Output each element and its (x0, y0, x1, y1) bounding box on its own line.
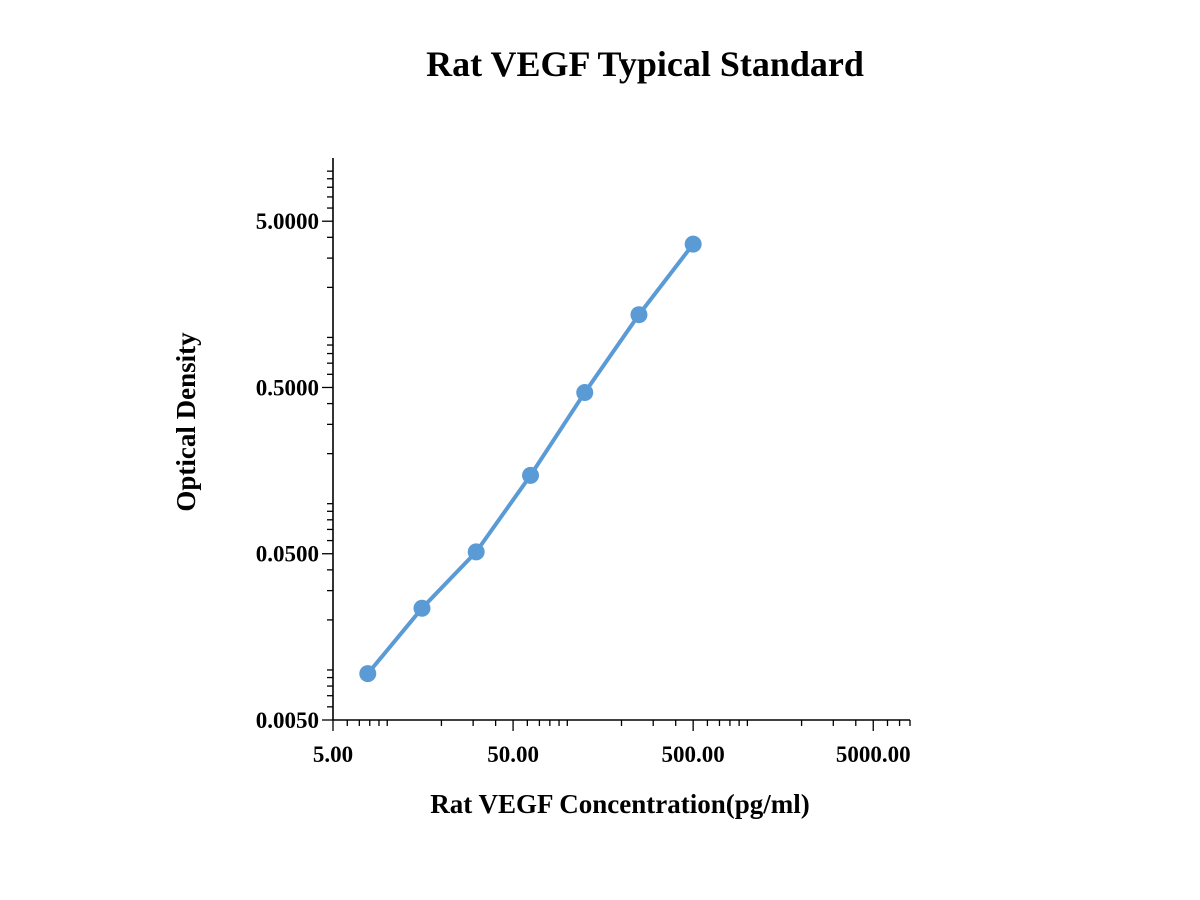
data-point (467, 543, 485, 561)
y-axis-title: Optical Density (171, 332, 201, 512)
data-point (576, 384, 594, 402)
data-point (359, 665, 377, 683)
x-axis-title: Rat VEGF Concentration(pg/ml) (430, 789, 809, 819)
x-ticks (332, 720, 911, 731)
x-tick-label: 500.00 (662, 742, 725, 767)
y-tick-label: 0.5000 (256, 375, 319, 400)
data-point (413, 599, 431, 617)
x-tick-label: 5.00 (313, 742, 353, 767)
chart-title: Rat VEGF Typical Standard (426, 44, 864, 84)
data-point (522, 466, 540, 484)
x-tick-label: 50.00 (487, 742, 539, 767)
y-tick-label: 5.0000 (256, 209, 319, 234)
data-point (630, 306, 648, 324)
series-group (359, 235, 702, 683)
y-ticks (322, 170, 333, 721)
y-tick-labels: 0.0050 0.0500 0.5000 5.0000 (256, 209, 319, 733)
x-tick-labels: 5.00 50.00 500.00 5000.00 (313, 742, 911, 767)
y-tick-label: 0.0500 (256, 542, 319, 567)
y-tick-label: 0.0050 (256, 708, 319, 733)
x-tick-label: 5000.00 (836, 742, 911, 767)
data-point (684, 235, 702, 253)
